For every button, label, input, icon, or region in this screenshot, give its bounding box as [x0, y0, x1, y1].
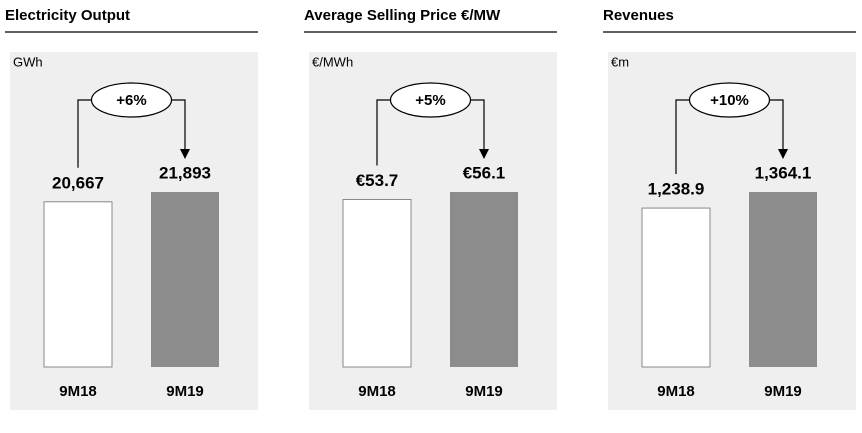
value-label: 21,893 — [159, 163, 211, 182]
bar — [43, 201, 113, 368]
value-label: €53.7 — [356, 171, 399, 190]
growth-arrow — [769, 99, 788, 159]
bar — [342, 198, 412, 368]
category-label: 9M18 — [358, 383, 396, 400]
growth-label: +6% — [116, 92, 146, 109]
category-label: 9M19 — [465, 383, 503, 400]
unit-label: €m — [611, 54, 629, 69]
growth-connector — [675, 99, 690, 175]
unit-label: GWh — [13, 54, 43, 69]
value-label: €56.1 — [463, 163, 506, 182]
chart-title: Revenues — [603, 7, 674, 24]
value-label: 1,238.9 — [648, 180, 705, 199]
growth-arrow — [470, 99, 489, 159]
bar — [641, 207, 711, 368]
value-label: 20,667 — [52, 173, 104, 192]
bar — [749, 192, 817, 367]
growth-arrow — [171, 99, 190, 159]
chart-title: Average Selling Price €/MW — [304, 7, 501, 24]
bar — [151, 192, 219, 367]
category-label: 9M18 — [59, 383, 97, 400]
growth-oval — [688, 82, 771, 118]
growth-oval — [389, 82, 472, 118]
growth-label: +10% — [710, 92, 749, 109]
growth-oval — [90, 82, 173, 118]
value-label: 1,364.1 — [755, 163, 812, 182]
growth-label: +5% — [415, 92, 445, 109]
category-label: 9M19 — [764, 383, 802, 400]
unit-label: €/MWh — [312, 54, 353, 69]
category-label: 9M19 — [166, 383, 204, 400]
chart-title: Electricity Output — [5, 7, 130, 24]
bar — [450, 192, 518, 367]
growth-connector — [77, 99, 92, 168]
growth-connector — [376, 99, 391, 166]
category-label: 9M18 — [657, 383, 695, 400]
